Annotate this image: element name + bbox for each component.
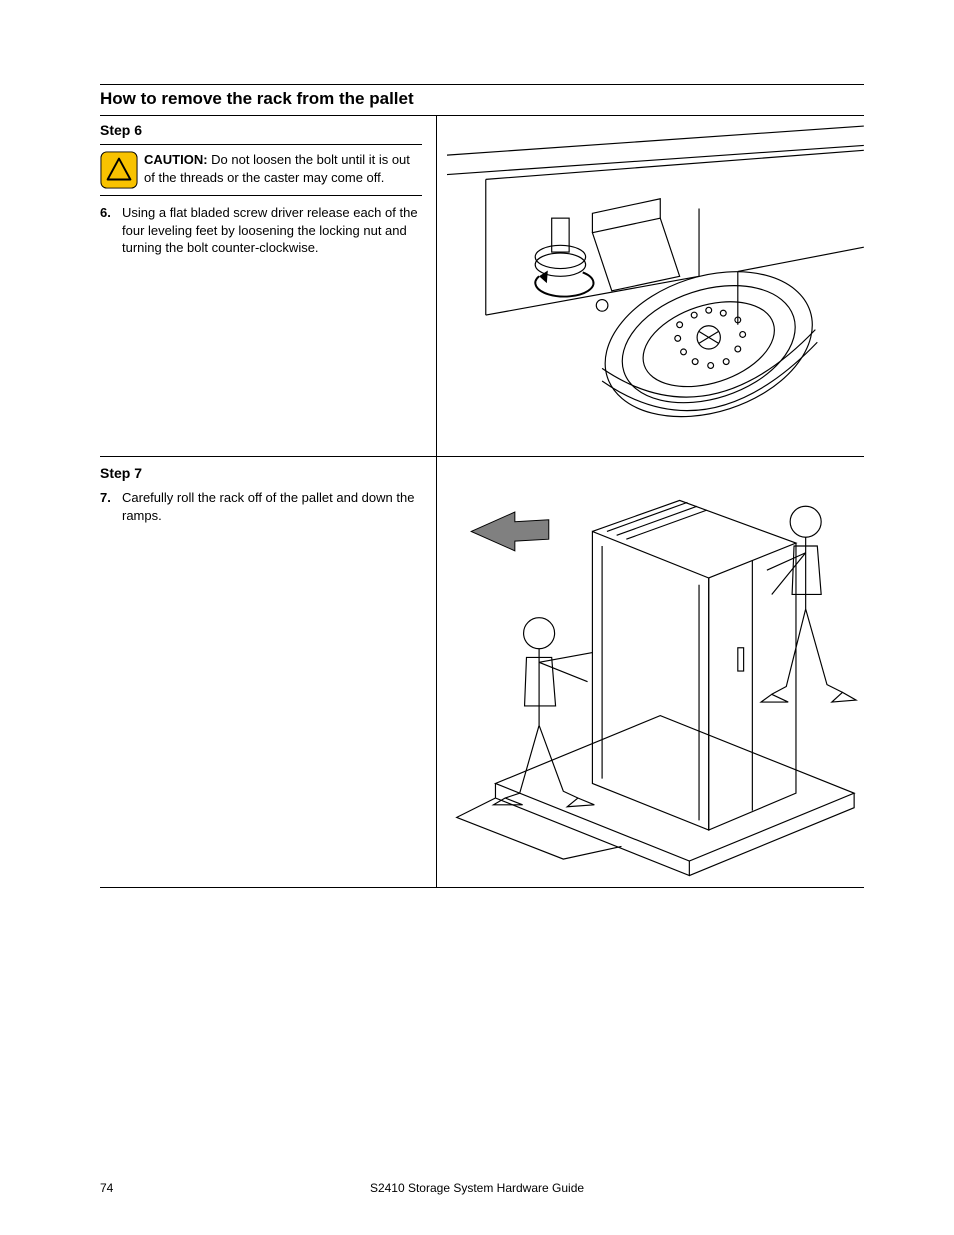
step7-row: Step 7 7. Carefully roll the rack off of… <box>100 457 864 888</box>
caution-heading: CAUTION: <box>144 152 208 167</box>
step6-label: Step 6 <box>100 122 142 138</box>
step6-caution-rule <box>100 195 422 196</box>
step6-right <box>436 116 864 456</box>
doc-title: S2410 Storage System Hardware Guide <box>0 1181 954 1195</box>
step7-instruction: 7. Carefully roll the rack off of the pa… <box>100 489 422 524</box>
step7-number: 7. <box>100 489 122 524</box>
direction-arrow-icon <box>471 512 549 551</box>
step7-right <box>436 457 864 887</box>
caution-icon <box>100 151 138 189</box>
step7-label: Step 7 <box>100 465 142 481</box>
section-title: How to remove the rack from the pallet <box>100 89 864 109</box>
step6-instruction: 6. Using a flat bladed screw driver rele… <box>100 204 422 257</box>
top-rule <box>100 84 864 85</box>
step7-text: Carefully roll the rack off of the palle… <box>122 489 422 524</box>
step6-head-rule <box>100 144 422 145</box>
manual-page: How to remove the rack from the pallet S… <box>0 0 954 1235</box>
caster-illustration <box>447 116 864 456</box>
step6-text: Using a flat bladed screw driver release… <box>122 204 422 257</box>
rack-removal-illustration <box>447 457 864 887</box>
step6-number: 6. <box>100 204 122 257</box>
step7-left: Step 7 7. Carefully roll the rack off of… <box>100 457 436 887</box>
step6-left: Step 6 CAUTION: Do not loosen the bolt u… <box>100 116 436 456</box>
step6-row: Step 6 CAUTION: Do not loosen the bolt u… <box>100 116 864 457</box>
step6-caution: CAUTION: Do not loosen the bolt until it… <box>144 151 422 186</box>
